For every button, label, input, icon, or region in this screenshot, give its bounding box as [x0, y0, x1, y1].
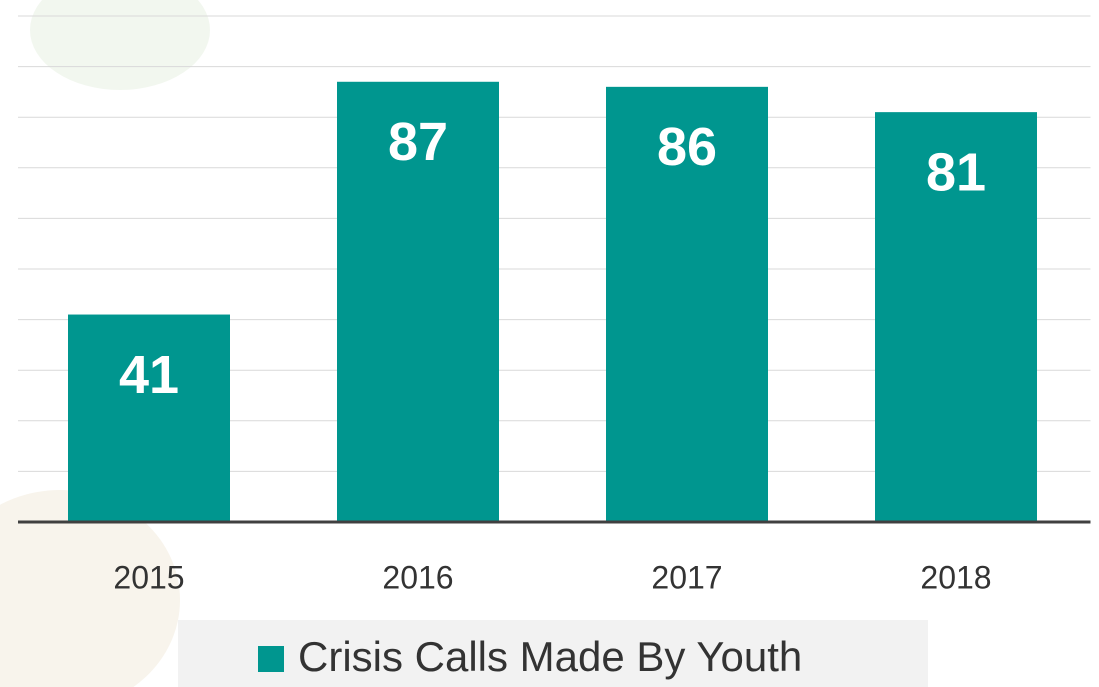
chart: 2015 41 2016 87 2017 86 2018 81 Crisis Calls Mad…	[0, 0, 1099, 687]
data-label: 87	[388, 112, 448, 172]
legend-swatch	[258, 646, 284, 672]
background-leaf	[30, 0, 210, 90]
x-tick-label: 2016	[382, 559, 453, 595]
data-label: 81	[926, 142, 986, 202]
legend-label: Crisis Calls Made By Youth	[298, 633, 802, 680]
page: 2015 41 2016 87 2017 86 2018 81 Crisis Calls Mad…	[0, 0, 1099, 687]
data-label: 86	[657, 117, 717, 177]
x-tick-label: 2015	[113, 559, 184, 595]
data-label: 41	[119, 345, 179, 405]
x-tick-label: 2018	[920, 559, 991, 595]
x-tick-label: 2017	[651, 559, 722, 595]
